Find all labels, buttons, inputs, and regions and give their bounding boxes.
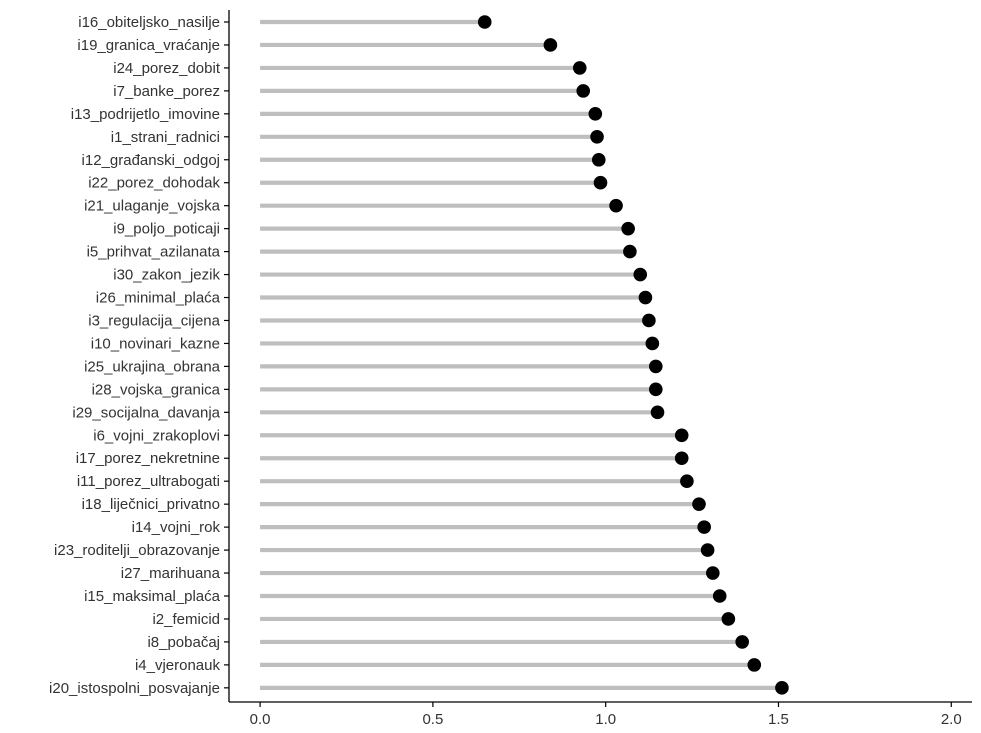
point-i10-novinari-kazne	[645, 336, 660, 351]
category-label-i5-prihvat-azilanata: i5_prihvat_azilanata	[87, 244, 221, 261]
category-label-i24-porez-dobit: i24_porez_dobit	[113, 60, 221, 77]
point-i17-porez-nekretnine	[674, 451, 689, 466]
point-i16-obiteljsko-nasilje	[477, 15, 492, 29]
point-i29-socijalna-davanja	[650, 405, 665, 420]
category-label-i3-regulacija-cijena: i3_regulacija_cijena	[88, 312, 220, 329]
category-label-i25-ukrajina-obrana: i25_ukrajina_obrana	[84, 358, 221, 375]
category-label-i30-zakon-jezik: i30_zakon_jezik	[113, 267, 220, 284]
point-i27-marihuana	[706, 566, 720, 580]
category-label-i1-strani-radnici: i1_strani_radnici	[111, 129, 220, 146]
point-i12-gra-anski-odgoj	[591, 152, 606, 167]
category-label-i9-poljo-poticaji: i9_poljo_poticaji	[113, 221, 220, 238]
point-i30-zakon-jezik	[633, 267, 648, 282]
point-i1-strani-radnici	[590, 130, 604, 144]
category-label-i11-porez-ultrabogati: i11_porez_ultrabogati	[77, 473, 220, 490]
axes	[228, 10, 972, 703]
x-tick-label: 1.5	[768, 711, 789, 728]
point-i11-porez-ultrabogati	[680, 474, 694, 489]
point-i19-granica-vra-anje	[543, 38, 558, 52]
point-i25-ukrajina-obrana	[648, 359, 663, 374]
point-i18-lije-nici-privatno	[692, 497, 706, 511]
category-label-i6-vojni-zrakoplovi: i6_vojni_zrakoplovi	[93, 427, 220, 444]
point-i20-istospolni-posvajanje	[775, 681, 789, 695]
point-i5-prihvat-azilanata	[623, 244, 637, 259]
points-layer	[477, 15, 789, 695]
x-ticks: 0.0 0.5 1.0 1.5 2.0	[224, 21, 962, 728]
category-label-i8-poba-aj: i8_pobačaj	[147, 634, 220, 651]
category-label-i17-porez-nekretnine: i17_porez_nekretnine	[76, 450, 220, 467]
point-i2-femicid	[721, 612, 736, 626]
point-i26-minimal-pla-a	[638, 290, 653, 305]
point-i28-vojska-granica	[648, 382, 663, 397]
point-i22-porez-dohodak	[593, 175, 608, 190]
point-i8-poba-aj	[735, 635, 749, 649]
point-i21-ulaganje-vojska	[609, 198, 623, 213]
category-label-i28-vojska-granica: i28_vojska_granica	[92, 381, 221, 398]
category-label-i13-podrijetlo-imovine: i13_podrijetlo_imovine	[71, 106, 220, 123]
point-i6-vojni-zrakoplovi	[674, 428, 689, 443]
category-label-i10-novinari-kazne: i10_novinari_kazne	[91, 335, 220, 352]
x-tick-label: 2.0	[941, 711, 962, 728]
point-i13-podrijetlo-imovine	[588, 107, 603, 121]
point-i3-regulacija-cijena	[642, 313, 656, 328]
category-label-i22-porez-dohodak: i22_porez_dohodak	[88, 175, 220, 192]
point-i14-vojni-rok	[697, 520, 711, 534]
category-label-i12-gra-anski-odgoj: i12_građanski_odgoj	[82, 152, 220, 169]
category-label-i29-socijalna-davanja: i29_socijalna_davanja	[72, 404, 220, 421]
category-label-i19-granica-vra-anje: i19_granica_vraćanje	[77, 37, 220, 54]
category-label-i27-marihuana: i27_marihuana	[121, 565, 221, 582]
category-label-i16-obiteljsko-nasilje: i16_obiteljsko_nasilje	[78, 14, 220, 31]
x-tick-label: 1.0	[595, 711, 616, 728]
category-label-i7-banke-porez: i7_banke_porez	[113, 83, 220, 100]
category-label-i2-femicid: i2_femicid	[152, 611, 220, 628]
category-label-i20-istospolni-posvajanje: i20_istospolni_posvajanje	[49, 680, 220, 697]
x-tick-label: 0.5	[422, 711, 443, 728]
category-label-i26-minimal-pla-a: i26_minimal_plaća	[96, 290, 221, 307]
stems-layer	[260, 19, 782, 690]
point-i9-poljo-poticaji	[621, 221, 635, 236]
point-i15-maksimal-pla-a	[712, 589, 727, 603]
category-label-i4-vjeronauk: i4_vjeronauk	[135, 657, 221, 674]
point-i23-roditelji-obrazovanje	[700, 543, 715, 557]
category-label-i14-vojni-rok: i14_vojni_rok	[132, 519, 221, 536]
point-i4-vjeronauk	[747, 658, 762, 672]
category-label-i23-roditelji-obrazovanje: i23_roditelji_obrazovanje	[54, 542, 220, 559]
x-tick-label: 0.0	[250, 711, 271, 728]
point-i7-banke-porez	[576, 84, 591, 98]
category-label-i18-lije-nici-privatno: i18_liječnici_privatno	[82, 496, 220, 513]
category-label-i21-ulaganje-vojska: i21_ulaganje_vojska	[84, 198, 221, 215]
point-i24-porez-dobit	[572, 61, 587, 75]
category-label-i15-maksimal-pla-a: i15_maksimal_plaća	[84, 588, 221, 605]
category-labels: i16_obiteljsko_nasilje i19_granica_vraćan…	[49, 14, 221, 697]
